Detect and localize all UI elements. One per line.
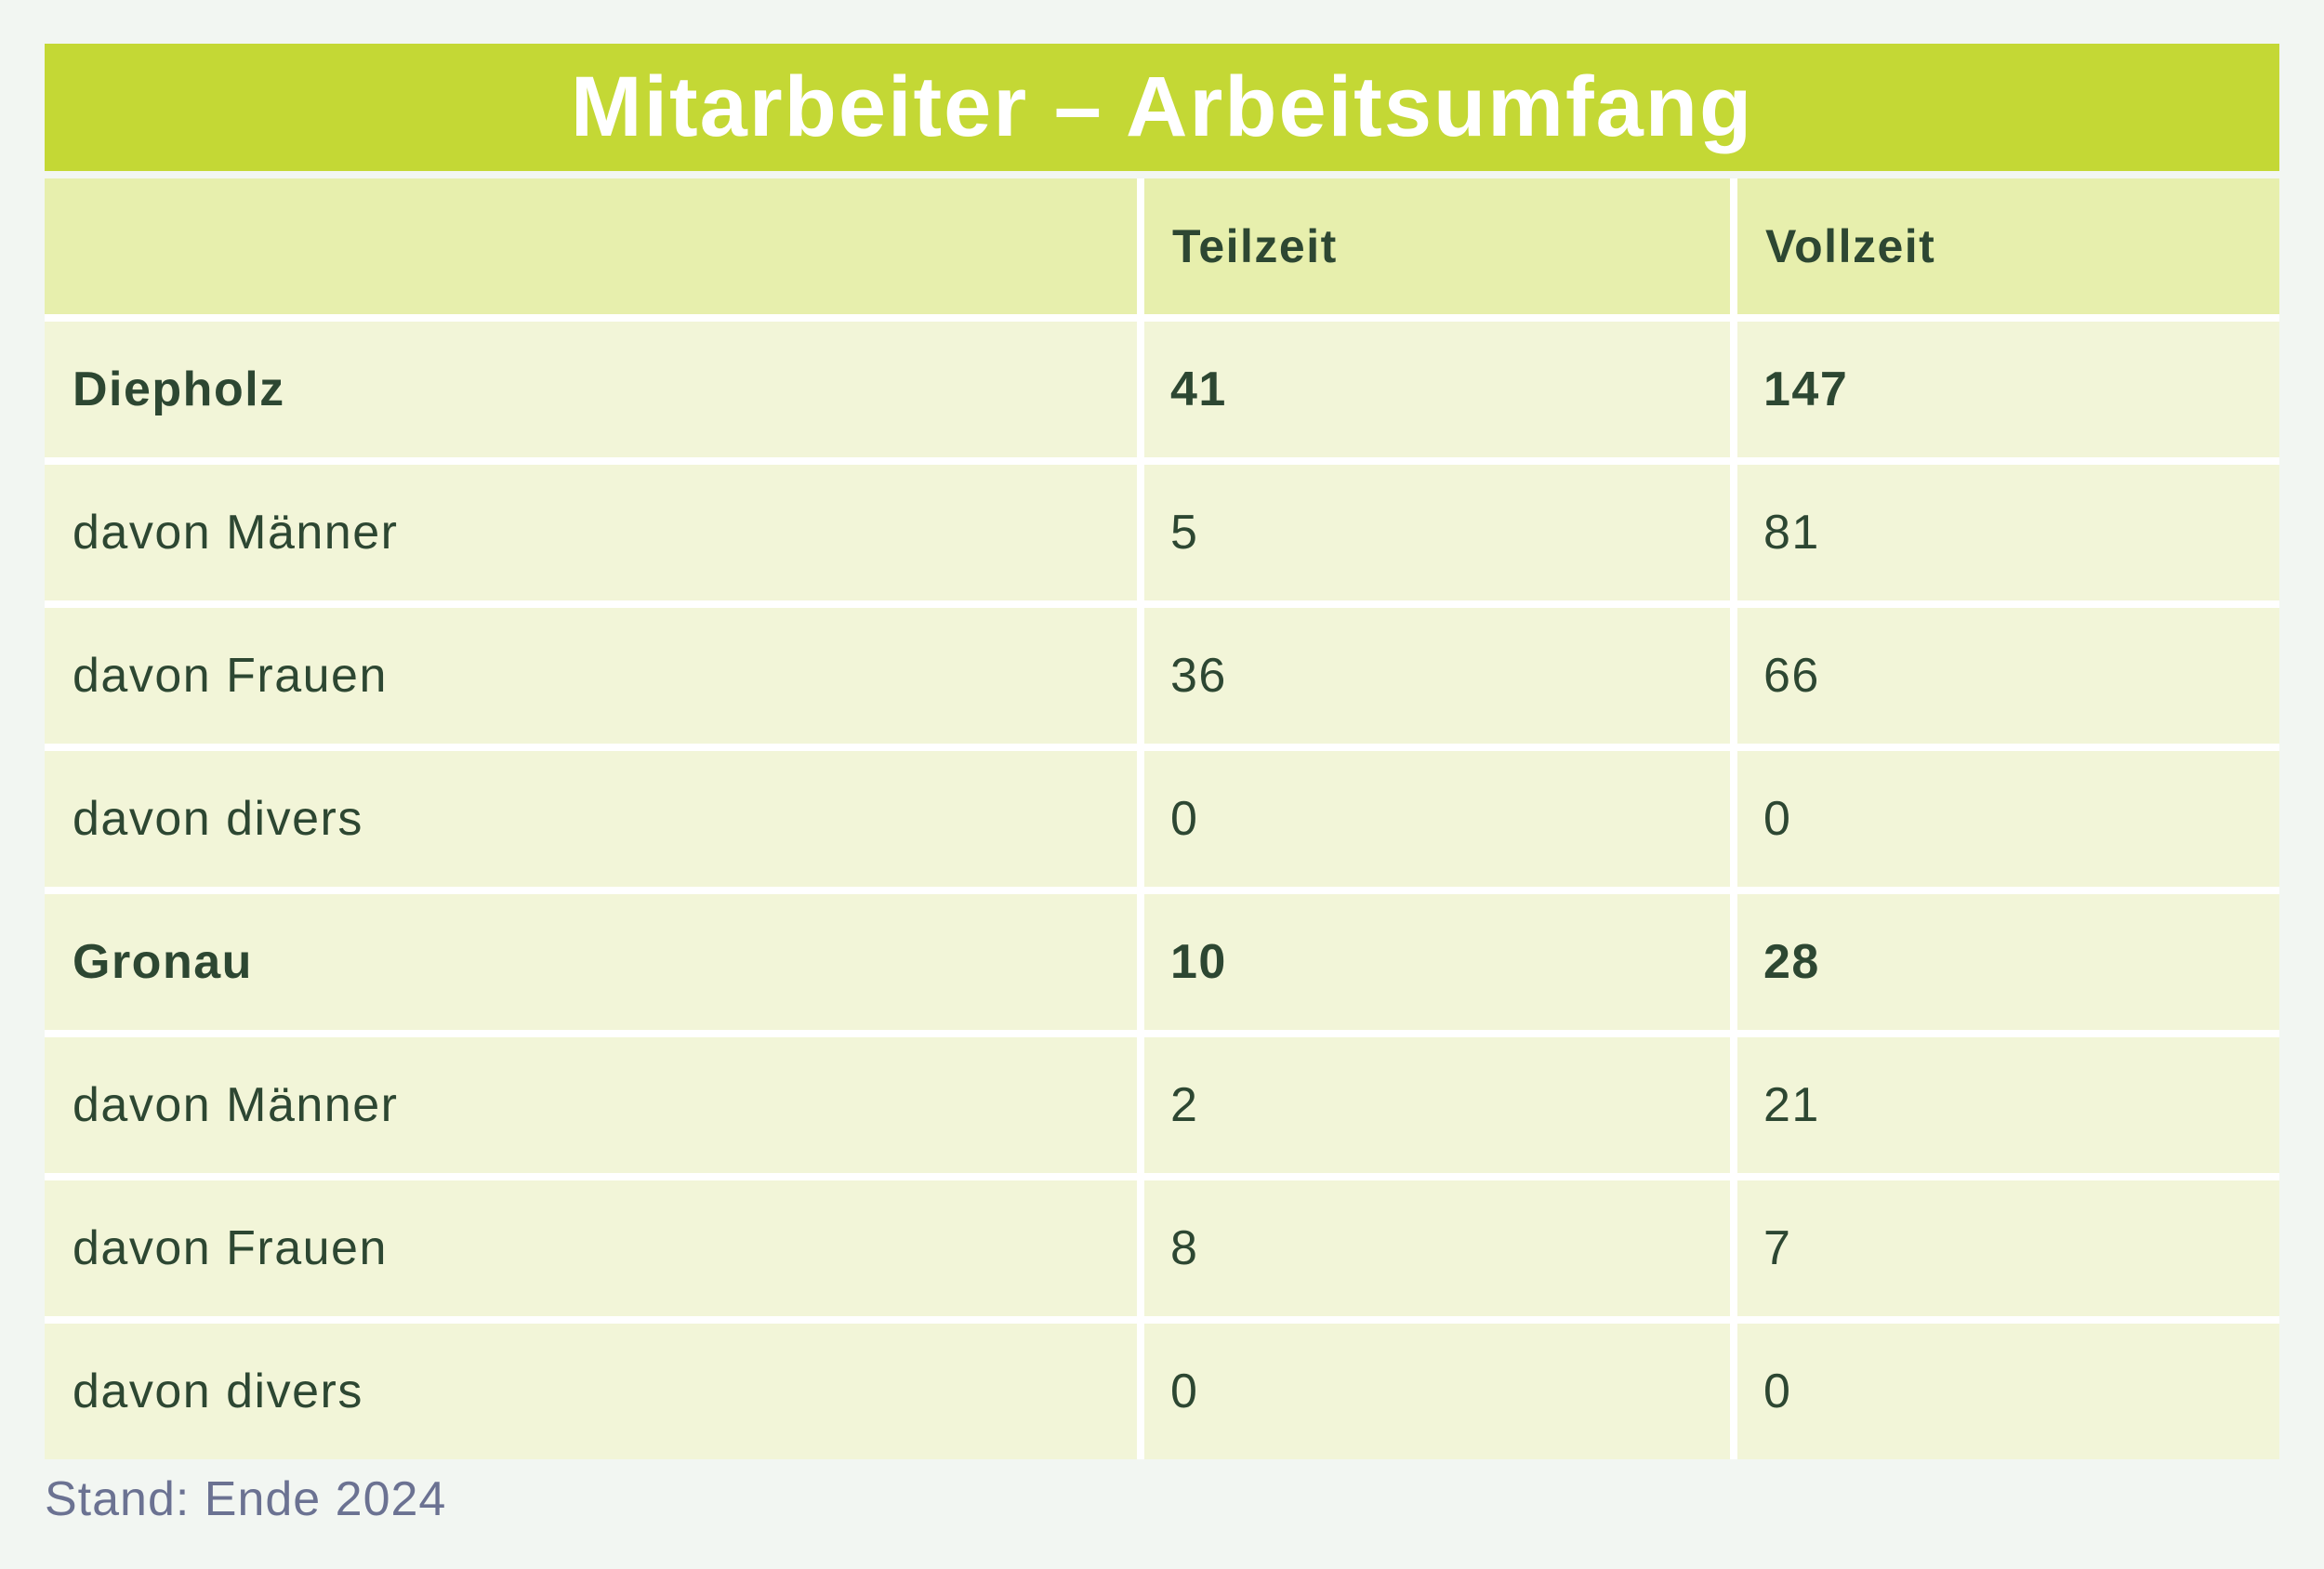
teilzeit-value: 8 bbox=[1144, 1180, 1730, 1316]
employees-table-card: Mitarbeiter – Arbeitsumfang Teilzeit Vol… bbox=[45, 44, 2279, 1459]
row-label-davon-maenner: davon Männer bbox=[45, 465, 1137, 600]
status-note: Stand: Ende 2024 bbox=[45, 1472, 447, 1526]
teilzeit-value: 0 bbox=[1144, 751, 1730, 887]
table-title: Mitarbeiter – Arbeitsumfang bbox=[570, 59, 1754, 154]
vollzeit-value: 21 bbox=[1737, 1037, 2279, 1173]
row-label-diepholz: Diepholz bbox=[45, 322, 1137, 457]
row-label-davon-divers: davon divers bbox=[45, 1324, 1137, 1459]
row-label-gronau: Gronau bbox=[45, 894, 1137, 1030]
vollzeit-value: 66 bbox=[1737, 608, 2279, 744]
teilzeit-value: 5 bbox=[1144, 465, 1730, 600]
teilzeit-value: 41 bbox=[1144, 322, 1730, 457]
column-header-empty bbox=[45, 178, 1137, 314]
vollzeit-value: 28 bbox=[1737, 894, 2279, 1030]
row-label-davon-frauen: davon Frauen bbox=[45, 608, 1137, 744]
teilzeit-value: 0 bbox=[1144, 1324, 1730, 1459]
vollzeit-value: 0 bbox=[1737, 1324, 2279, 1459]
teilzeit-value: 36 bbox=[1144, 608, 1730, 744]
table-title-bar: Mitarbeiter – Arbeitsumfang bbox=[45, 44, 2279, 171]
column-header-teilzeit: Teilzeit bbox=[1144, 178, 1730, 314]
row-label-davon-divers: davon divers bbox=[45, 751, 1137, 887]
vollzeit-value: 147 bbox=[1737, 322, 2279, 457]
teilzeit-value: 10 bbox=[1144, 894, 1730, 1030]
teilzeit-value: 2 bbox=[1144, 1037, 1730, 1173]
column-header-vollzeit: Vollzeit bbox=[1737, 178, 2279, 314]
employees-table: Teilzeit Vollzeit Diepholz 41 147 davon … bbox=[45, 178, 2279, 1459]
row-label-davon-frauen: davon Frauen bbox=[45, 1180, 1137, 1316]
vollzeit-value: 7 bbox=[1737, 1180, 2279, 1316]
vollzeit-value: 0 bbox=[1737, 751, 2279, 887]
vollzeit-value: 81 bbox=[1737, 465, 2279, 600]
row-label-davon-maenner: davon Männer bbox=[45, 1037, 1137, 1173]
